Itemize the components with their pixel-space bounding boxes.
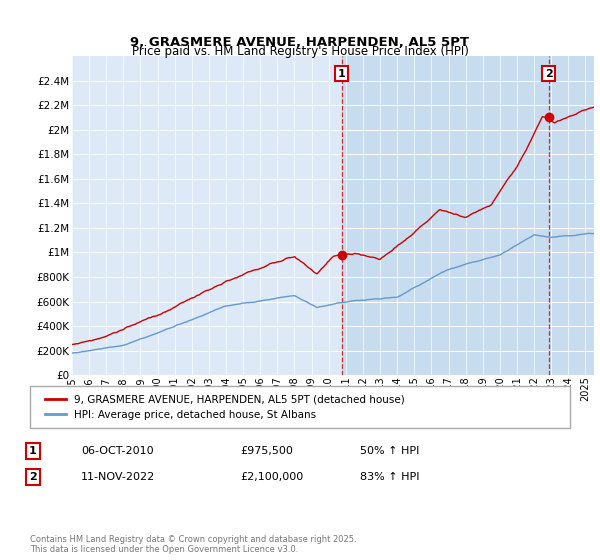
Text: 2: 2: [29, 472, 37, 482]
Text: £975,500: £975,500: [240, 446, 293, 456]
FancyBboxPatch shape: [30, 386, 570, 428]
Text: 1: 1: [338, 68, 346, 78]
Text: 9, GRASMERE AVENUE, HARPENDEN, AL5 5PT: 9, GRASMERE AVENUE, HARPENDEN, AL5 5PT: [131, 35, 470, 49]
Text: Price paid vs. HM Land Registry's House Price Index (HPI): Price paid vs. HM Land Registry's House …: [131, 45, 469, 58]
Bar: [341, 56, 594, 375]
Text: 11-NOV-2022: 11-NOV-2022: [81, 472, 155, 482]
Legend: 9, GRASMERE AVENUE, HARPENDEN, AL5 5PT (detached house), HPI: Average price, det: 9, GRASMERE AVENUE, HARPENDEN, AL5 5PT (…: [41, 391, 409, 424]
Text: £2,100,000: £2,100,000: [240, 472, 303, 482]
Text: 1: 1: [29, 446, 37, 456]
Text: 06-OCT-2010: 06-OCT-2010: [81, 446, 154, 456]
Text: 83% ↑ HPI: 83% ↑ HPI: [360, 472, 419, 482]
Text: 2: 2: [545, 68, 553, 78]
Text: Contains HM Land Registry data © Crown copyright and database right 2025.
This d: Contains HM Land Registry data © Crown c…: [30, 535, 356, 554]
Text: 50% ↑ HPI: 50% ↑ HPI: [360, 446, 419, 456]
